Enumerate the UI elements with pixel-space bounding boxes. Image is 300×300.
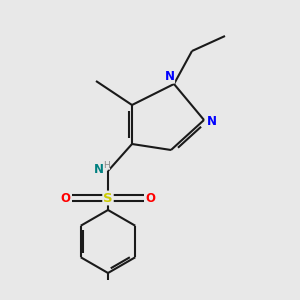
Text: N: N (94, 163, 104, 176)
Text: H: H (103, 160, 110, 169)
Text: N: N (164, 70, 175, 83)
Text: S: S (103, 191, 113, 205)
Text: O: O (60, 191, 70, 205)
Text: O: O (146, 191, 156, 205)
Text: N: N (206, 115, 217, 128)
